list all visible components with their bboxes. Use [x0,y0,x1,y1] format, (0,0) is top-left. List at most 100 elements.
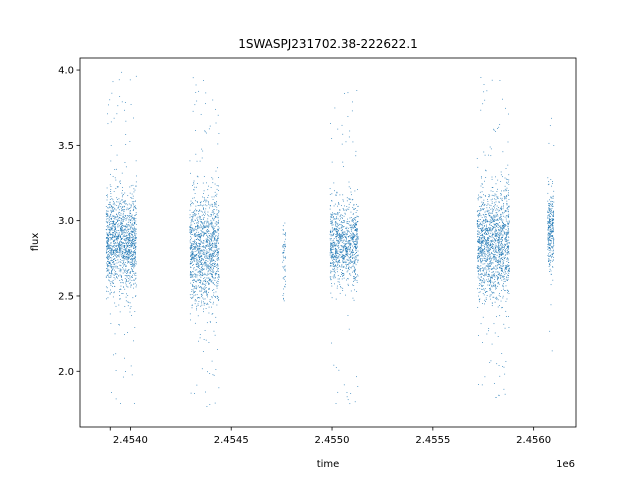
data-point [121,196,123,198]
data-point [134,189,136,191]
data-point [201,289,203,291]
data-point [487,246,488,248]
data-point [218,299,220,300]
data-point [216,256,218,258]
data-point [110,121,112,123]
data-point [506,204,508,206]
data-point [111,273,113,274]
data-point [107,247,109,249]
data-point [129,252,131,254]
data-point [504,254,506,256]
data-point [333,259,335,260]
data-point [338,241,339,242]
data-point [502,246,503,248]
data-point [498,395,500,397]
data-point [342,234,344,235]
data-point [354,270,356,271]
data-point [203,80,204,81]
data-point [340,236,341,237]
data-point [193,251,194,253]
data-point [118,251,120,253]
data-point [214,216,216,217]
data-point [118,245,119,247]
data-point [206,225,208,227]
data-point [501,269,503,271]
data-point [508,262,510,264]
data-point [126,275,128,276]
data-point [124,306,126,307]
data-point [494,227,496,228]
data-point [486,295,488,296]
data-point [348,203,350,205]
data-point [203,197,205,198]
data-point [336,248,338,250]
data-point [217,277,219,279]
data-point [216,252,218,254]
data-point [195,215,196,217]
data-point [190,256,191,258]
data-point [337,245,339,247]
data-point [125,203,127,205]
data-point [347,253,349,255]
data-point [501,247,503,249]
data-point [107,246,109,248]
data-point [204,277,206,279]
data-point [483,237,485,239]
data-point [201,300,203,302]
data-point [109,266,111,268]
data-point [495,245,497,247]
data-point [487,232,489,233]
data-point [107,254,109,255]
data-point [352,227,354,229]
data-point [192,274,194,275]
data-point [331,249,333,250]
data-point [122,236,124,238]
data-point [126,234,128,236]
data-point [508,245,510,247]
data-point [489,256,491,258]
data-point [196,160,198,162]
data-point [491,201,493,203]
data-point [507,245,509,247]
data-point [197,225,198,227]
data-point [216,246,218,248]
data-point [130,306,132,308]
data-point [213,271,215,273]
data-point [335,223,336,225]
data-point [496,275,498,277]
data-point [337,260,339,262]
data-point [210,254,212,256]
data-point [125,225,126,227]
data-point [135,185,137,187]
data-point [354,255,356,257]
data-point [107,194,108,196]
data-point [127,249,129,251]
data-point [200,221,202,223]
data-point [116,250,117,252]
data-point [495,201,497,203]
data-point [213,230,215,232]
data-point [124,357,125,359]
data-point [354,244,356,246]
data-point [133,264,135,266]
data-point [357,237,359,239]
data-point [215,272,217,274]
data-point [508,293,510,294]
data-point [198,279,200,280]
data-point [203,204,205,206]
data-point [356,235,358,237]
data-point [110,213,112,215]
data-point [209,248,211,250]
data-point [109,207,111,209]
data-point [209,255,211,257]
data-point [212,217,213,219]
data-point [197,297,198,299]
data-point [490,278,492,279]
data-point [485,261,487,263]
data-point [124,334,125,335]
data-point [207,218,209,220]
data-point [190,234,192,235]
data-point [340,248,342,250]
data-point [485,214,487,215]
data-point [354,226,356,228]
